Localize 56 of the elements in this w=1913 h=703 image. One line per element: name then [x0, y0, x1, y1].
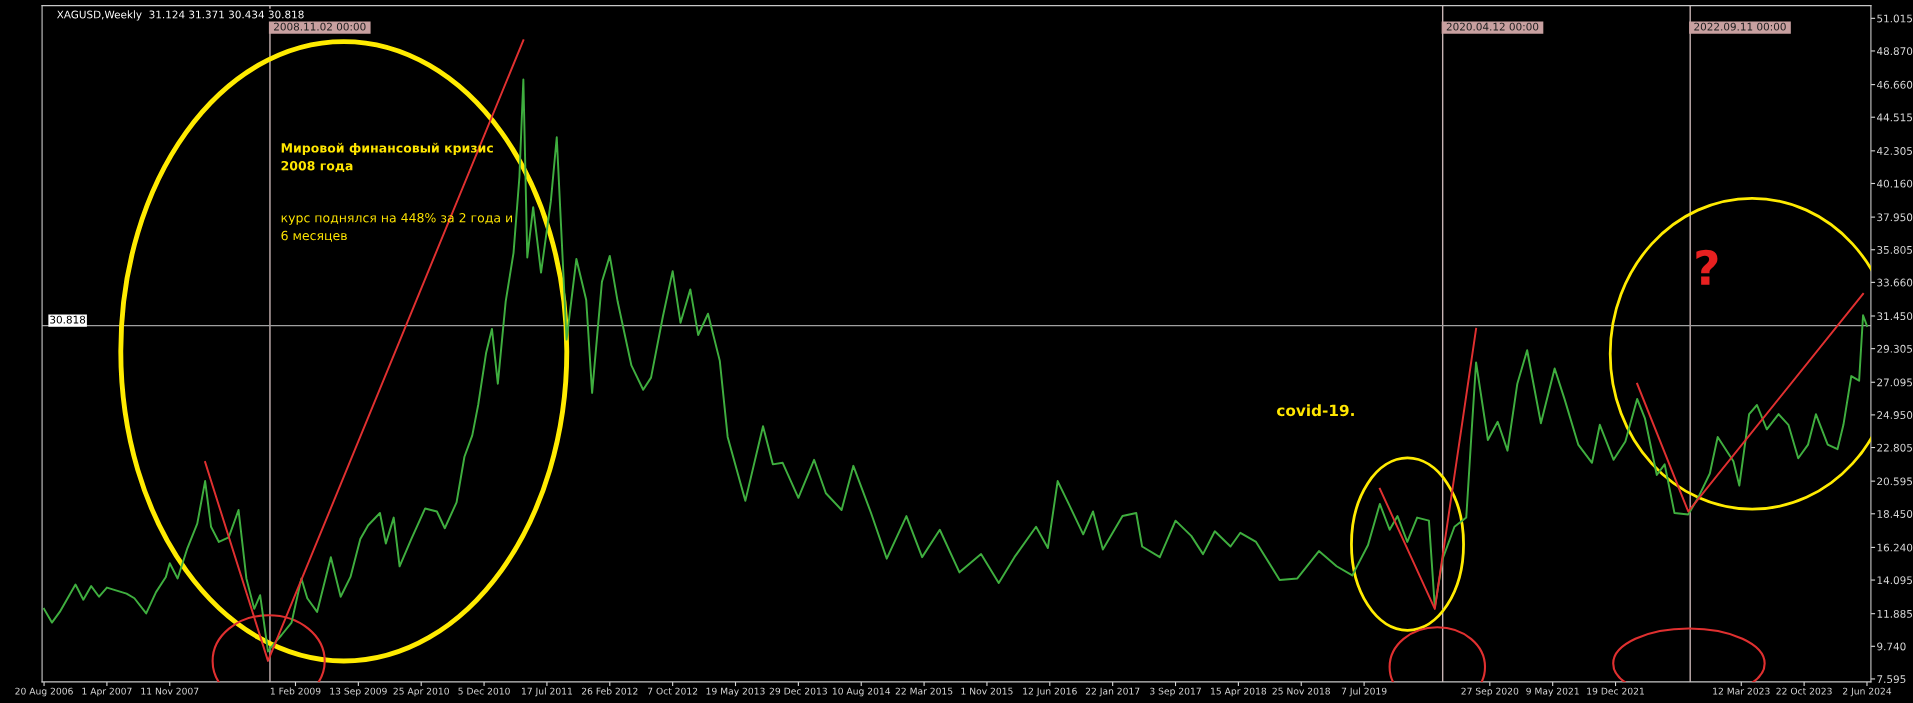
annotation: ? [1696, 249, 1718, 285]
x-tick-label: 25 Apr 2010 [393, 687, 449, 697]
x-tick-label: 19 Dec 2021 [1587, 687, 1644, 695]
y-tick-label: 51.015 [1877, 14, 1913, 23]
y-tick-label: 18.450 [1877, 510, 1913, 518]
x-tick-label: 3 Sep 2017 [1150, 687, 1201, 697]
y-tick-label: 29.305 [1877, 344, 1913, 353]
x-tick-label: 7 Jul 2019 [1341, 687, 1387, 697]
y-tick-label: 7.595 [1877, 675, 1906, 684]
y-tick-label: 20.595 [1877, 477, 1913, 486]
x-tick-label: 22 Jan 2017 [1085, 687, 1140, 697]
x-tick-label: 13 Sep 2009 [330, 687, 387, 697]
y-tick-label: 22.805 [1877, 443, 1913, 452]
y-tick-label: 27.095 [1877, 378, 1913, 387]
x-tick-label: 1 Apr 2007 [82, 687, 132, 697]
x-tick-label: 19 May 2013 [706, 687, 765, 697]
x-tick-label: 25 Nov 2018 [1272, 687, 1330, 695]
y-tick-label: 44.515 [1876, 113, 1913, 122]
x-tick-label: 20 Aug 2006 [15, 687, 73, 697]
y-tick-label: 42.305 [1876, 147, 1913, 155]
x-tick-label: 15 Apr 2018 [1211, 687, 1267, 697]
x-tick-label: 10 Aug 2014 [832, 687, 891, 697]
y-tick-label: 31.450 [1877, 312, 1913, 321]
ref-line-label: 2022.09.11 00:00 [1694, 22, 1786, 31]
annotation: covid-19. [1276, 404, 1354, 417]
x-tick-label: 22 Mar 2015 [895, 687, 953, 695]
y-tick-label: 9.740 [1877, 642, 1906, 651]
ref-line-label: 2020.04.12 00:00 [1446, 22, 1539, 31]
y-tick-label: 24.950 [1877, 411, 1913, 419]
x-tick-label: 17 Jul 2011 [522, 687, 573, 697]
y-tick-label: 16.240 [1877, 543, 1913, 552]
x-tick-label: 1 Feb 2009 [270, 687, 321, 695]
ref-line-label: 30.818 [50, 315, 86, 324]
line-series [43, 78, 1868, 653]
x-tick-label: 29 Dec 2013 [769, 687, 827, 695]
x-tick-label: 9 May 2021 [1526, 687, 1579, 697]
ref-line-label: 2008.11.02 00:00 [274, 22, 366, 31]
x-tick-label: 12 Jun 2016 [1023, 687, 1077, 697]
x-tick-label: 11 Nov 2007 [141, 687, 199, 695]
x-tick-label: 7 Oct 2012 [647, 687, 698, 695]
y-tick-label: 11.885 [1877, 609, 1913, 618]
x-tick-label: 27 Sep 2020 [1461, 687, 1519, 697]
y-tick-label: 14.095 [1877, 576, 1913, 585]
x-tick-label: 12 Mar 2023 [1713, 687, 1770, 695]
y-tick-label: 46.660 [1876, 80, 1913, 89]
y-tick-label: 35.805 [1877, 245, 1913, 254]
y-tick-label: 48.870 [1876, 47, 1913, 56]
y-tick-label: 37.950 [1877, 213, 1913, 222]
y-tick-label: 40.160 [1876, 179, 1913, 188]
x-tick-label: 26 Feb 2012 [581, 687, 638, 695]
y-tick-label: 33.660 [1877, 278, 1913, 287]
x-tick-label: 1 Nov 2015 [961, 687, 1013, 695]
x-tick-label: 5 Dec 2010 [458, 687, 510, 695]
x-tick-label: 2 Jun 2024 [1843, 687, 1892, 697]
chart-title: XAGUSD,Weekly 31.124 31.371 30.434 30.818 [57, 10, 304, 21]
x-tick-label: 22 Oct 2023 [1776, 687, 1832, 695]
